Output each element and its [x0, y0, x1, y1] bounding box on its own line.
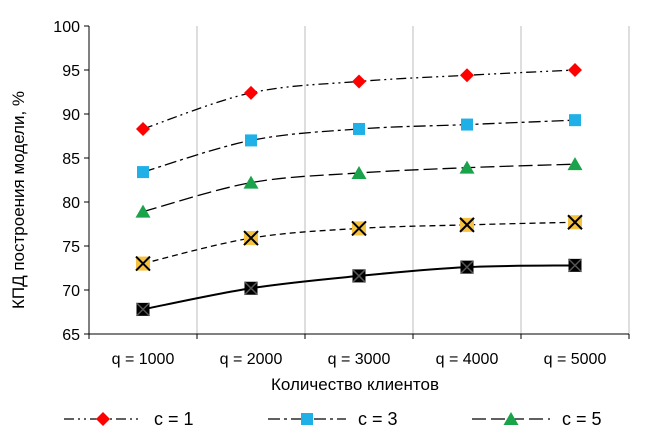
series-1 [136, 63, 582, 136]
data-point [567, 214, 583, 230]
series-group [135, 63, 583, 317]
axes [88, 26, 629, 338]
x-tick-label: q = 5000 [544, 351, 607, 368]
series-line [142, 221, 576, 265]
data-point [461, 118, 473, 131]
data-point [137, 166, 149, 179]
data-point [351, 220, 367, 237]
x-axis-ticks: q = 1000 q = 2000 q = 3000 q = 4000 q = 5000 [88, 334, 630, 368]
marker-cross [243, 230, 259, 246]
y-tick-label: 95 [62, 63, 80, 80]
marker-cross [135, 302, 151, 317]
series-5 [135, 258, 583, 317]
marker-cross [567, 258, 583, 273]
y-tick-label: 90 [62, 107, 80, 124]
data-point [135, 255, 151, 272]
x-tick-label: q = 3000 [328, 351, 391, 368]
marker-cross [135, 255, 151, 272]
data-point [243, 175, 259, 189]
legend-item: c = 1 [64, 409, 194, 429]
y-tick-label: 85 [62, 151, 80, 168]
y-tick-label: 75 [62, 239, 80, 256]
series-line [142, 119, 576, 173]
marker-cross [351, 268, 367, 283]
data-point [460, 68, 474, 83]
data-point [459, 217, 475, 233]
y-axis-label: КПД построения модели, % [9, 91, 28, 309]
legend-marker [96, 412, 110, 426]
data-point [352, 74, 366, 89]
legend-label: c = 5 [562, 409, 602, 429]
y-axis-ticks: 65 70 75 80 85 90 95 100 [53, 19, 89, 344]
data-point [136, 121, 150, 136]
legend-label: c = 1 [154, 409, 194, 429]
data-point [459, 160, 475, 174]
data-point [244, 85, 258, 100]
x-tick-label: q = 1000 [112, 351, 175, 368]
marker-cross [243, 281, 259, 296]
y-tick-label: 65 [62, 327, 80, 344]
marker-cross [459, 217, 475, 233]
legend-marker [301, 413, 313, 425]
marker-cross [567, 214, 583, 230]
x-tick-label: q = 2000 [220, 351, 283, 368]
legend: c = 1 c = 3 c = 5 [64, 409, 602, 429]
data-point [567, 157, 583, 171]
y-tick-label: 100 [53, 19, 80, 36]
y-tick-label: 70 [62, 283, 80, 300]
data-point [245, 134, 257, 147]
legend-marker [503, 412, 519, 425]
legend-item: c = 3 [268, 409, 398, 429]
series-3 [135, 157, 583, 218]
data-point [459, 260, 475, 275]
data-point [567, 258, 583, 273]
y-tick-label: 80 [62, 195, 80, 212]
data-point [353, 122, 365, 135]
data-point [568, 63, 582, 77]
marker-cross [351, 220, 367, 237]
series-2 [137, 114, 581, 179]
x-axis-label: Количество клиентов [271, 375, 439, 394]
data-point [135, 302, 151, 317]
legend-label: c = 3 [358, 409, 398, 429]
data-point [243, 230, 259, 246]
data-point [569, 114, 581, 127]
marker-cross [459, 260, 475, 275]
grid-lines [196, 26, 630, 334]
data-point [135, 204, 151, 218]
data-point [351, 165, 367, 179]
x-tick-label: q = 4000 [436, 351, 499, 368]
data-point [351, 268, 367, 283]
data-point [243, 281, 259, 296]
legend-item: c = 5 [472, 409, 602, 429]
series-4 [135, 214, 583, 272]
